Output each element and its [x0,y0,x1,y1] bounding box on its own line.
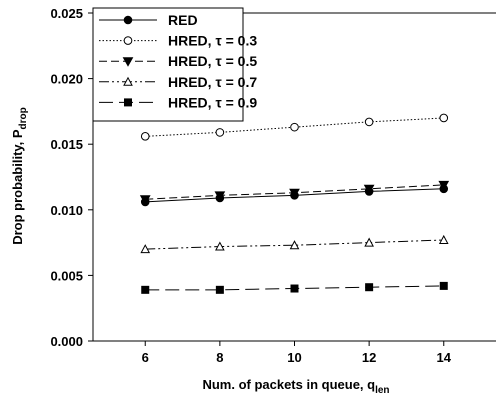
x-tick-label: 12 [362,350,376,365]
data-point [141,285,150,294]
x-axis-label: Num. of packets in queue, qlen [202,377,389,396]
legend-label: HRED, τ = 0.5 [168,53,257,69]
data-point [215,241,225,251]
data-point [363,184,375,195]
legend-swatch-marker [124,98,132,107]
data-point [438,234,449,244]
series-line [145,117,444,137]
data-point [140,132,150,141]
data-point [364,237,374,247]
series-line [145,239,444,250]
ticks: 6 8 10 12 14 0.000 0.005 0.010 0.015 0.020 0.025 [50,6,451,365]
x-tick-label: 6 [142,350,149,365]
data-point [290,122,299,132]
legend-label: HRED, τ = 0.9 [168,94,257,110]
data-point [215,285,224,294]
x-tick-label: 14 [437,350,452,365]
y-tick-label: 0.020 [50,72,83,87]
data-point [140,244,151,254]
legend-swatch-marker [123,15,133,25]
data-point [289,240,300,250]
data-point [365,283,374,292]
data-point [215,128,225,137]
axis-labels: Num. of packets in queue, qlen Drop prob… [10,107,390,396]
data-point [289,188,300,199]
legend-label: RED [168,12,198,28]
y-tick-label: 0.000 [50,334,83,349]
legend-swatch-marker [123,36,133,45]
data-point [290,284,299,293]
y-tick-label: 0.010 [50,203,83,218]
data-point [139,195,151,205]
data-point [364,117,374,127]
legend-box [92,7,244,122]
legend: RED HRED, τ = 0.3 HRED, τ = 0.5 HRED, τ = 0… [92,7,257,122]
y-tick-label: 0.015 [50,137,83,152]
y-tick-label: 0.005 [50,268,83,283]
legend-swatch-marker [122,57,134,67]
legend-label: HRED, τ = 0.3 [168,33,257,49]
y-tick-label: 0.025 [50,6,83,21]
series-markers [139,113,450,294]
data-point [439,113,449,123]
x-tick-label: 10 [287,350,301,365]
series-lines [145,117,444,291]
x-tick-label: 8 [216,350,223,365]
y-axis-label: Drop probability, Pdrop [10,107,29,245]
legend-swatch-marker [123,76,133,86]
data-point [438,180,450,191]
data-point [439,281,448,290]
legend-label: HRED, τ = 0.7 [168,74,257,90]
data-point [214,191,226,201]
